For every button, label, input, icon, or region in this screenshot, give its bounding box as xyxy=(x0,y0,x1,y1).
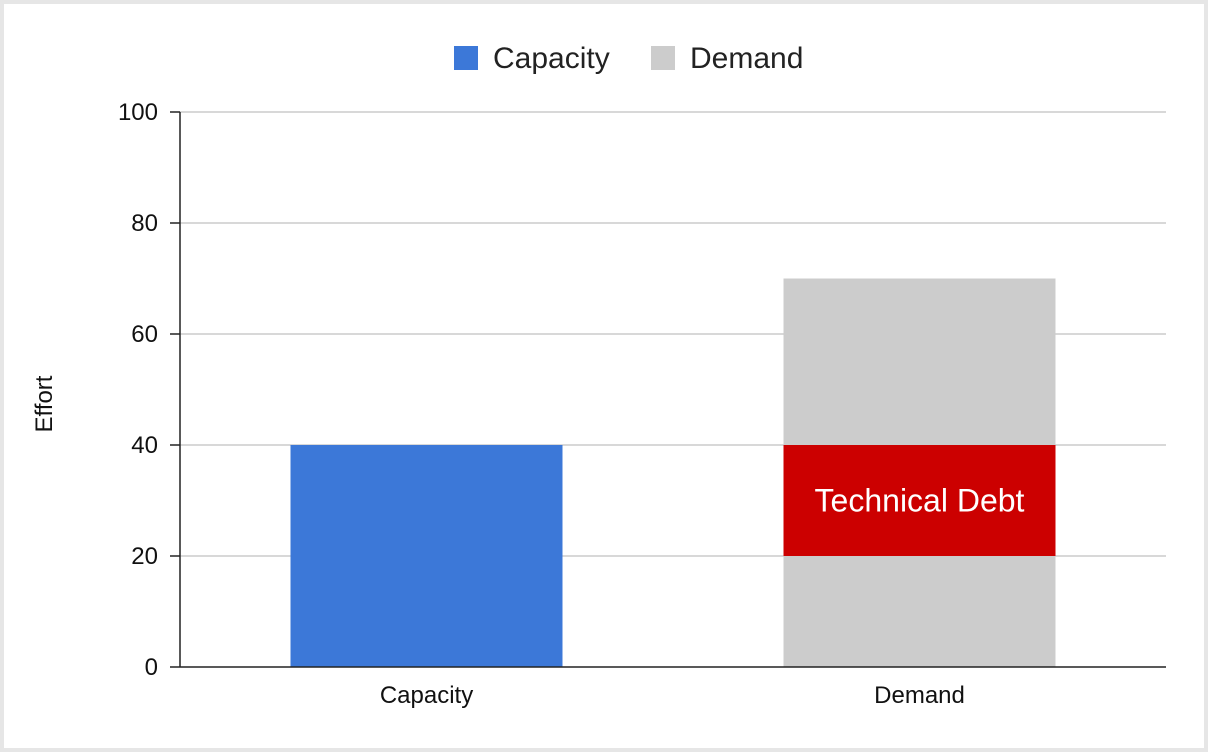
x-tick-label: Capacity xyxy=(380,682,473,709)
y-tick-label: 100 xyxy=(118,99,158,126)
segment-label: Technical Debt xyxy=(815,483,1025,519)
legend: Capacity Demand xyxy=(454,42,803,75)
y-tick-label: 0 xyxy=(145,654,158,681)
bar-segment-demand xyxy=(783,278,1056,445)
legend-swatch-demand xyxy=(651,46,675,70)
bar-segment-demand xyxy=(783,556,1056,667)
legend-label: Capacity xyxy=(493,42,610,75)
chart-frame: Technical Debt 0 20 40 60 80 100 Capacity Deman… xyxy=(4,4,1204,748)
legend-label: Demand xyxy=(690,42,803,75)
y-tick-label: 40 xyxy=(131,432,158,459)
x-tick-label: Demand xyxy=(874,682,965,709)
legend-swatch-capacity xyxy=(454,46,478,70)
bars: Technical Debt xyxy=(290,278,1056,667)
stacked-bar-chart: Technical Debt 0 20 40 60 80 100 Capacity Deman… xyxy=(31,42,1166,709)
y-axis-label: Effort xyxy=(31,375,58,432)
y-tick-label: 20 xyxy=(131,543,158,570)
bar-segment-capacity xyxy=(290,445,563,667)
bar-segment-demand xyxy=(783,445,1056,556)
y-tick-label: 80 xyxy=(131,210,158,237)
axes: 0 20 40 60 80 100 Capacity Demand xyxy=(118,99,1166,709)
y-tick-label: 60 xyxy=(131,321,158,348)
